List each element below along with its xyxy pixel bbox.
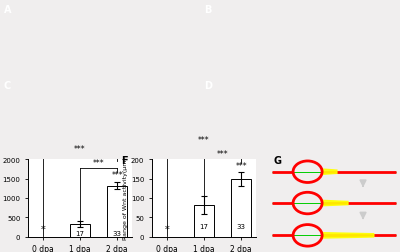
- Text: 17: 17: [76, 230, 84, 236]
- Text: *: *: [40, 225, 45, 235]
- Bar: [70, 224, 90, 237]
- Bar: [231, 180, 251, 237]
- Text: 33: 33: [112, 230, 122, 236]
- Text: ***: ***: [198, 135, 210, 144]
- Polygon shape: [322, 233, 374, 238]
- Bar: [107, 186, 127, 237]
- Text: D: D: [204, 80, 212, 90]
- Bar: [194, 205, 214, 237]
- Text: 33: 33: [236, 223, 246, 229]
- Text: A: A: [4, 5, 12, 15]
- Text: C: C: [4, 80, 11, 90]
- Text: ***: ***: [235, 161, 247, 170]
- Text: ***: ***: [217, 149, 228, 158]
- Polygon shape: [322, 201, 348, 206]
- Polygon shape: [322, 169, 337, 175]
- Text: *: *: [164, 225, 169, 235]
- Y-axis label: Range of Wnt activity(μm): Range of Wnt activity(μm): [123, 157, 128, 239]
- Text: G: G: [273, 155, 281, 165]
- Text: ***: ***: [111, 171, 123, 180]
- Text: 17: 17: [200, 223, 208, 229]
- Text: ***: ***: [74, 144, 86, 153]
- Text: B: B: [204, 5, 211, 15]
- Text: F: F: [121, 156, 128, 166]
- Text: ***: ***: [93, 158, 104, 167]
